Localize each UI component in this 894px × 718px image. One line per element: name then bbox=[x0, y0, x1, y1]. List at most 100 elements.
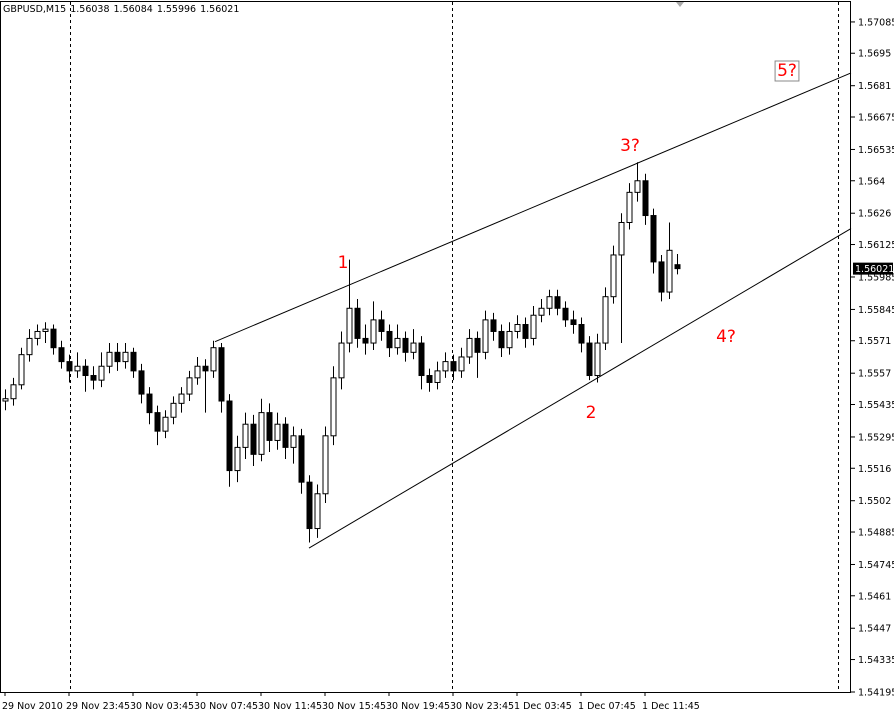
candle-body bbox=[202, 365, 209, 372]
candle-body bbox=[290, 435, 297, 448]
candle-body bbox=[10, 384, 17, 400]
candle-body bbox=[242, 423, 249, 448]
candle-body bbox=[482, 319, 489, 353]
candle-body bbox=[122, 351, 129, 363]
candle-body bbox=[138, 370, 145, 395]
candle-body bbox=[434, 370, 441, 383]
candle-body bbox=[618, 221, 625, 256]
ohlc-value: 1.56021 bbox=[200, 4, 239, 15]
candle-body bbox=[442, 361, 449, 372]
candle-body bbox=[82, 365, 89, 377]
x-tick-label: 29 Nov 2010 bbox=[2, 701, 63, 712]
ohlc-header: GBPUSD,M15 1.56038 1.56084 1.55996 1.56021 bbox=[3, 4, 239, 15]
y-tick-label: 1.5447 bbox=[858, 624, 891, 635]
candle-body bbox=[250, 423, 257, 455]
candle-body bbox=[90, 375, 97, 381]
y-tick-label: 1.5557 bbox=[858, 369, 891, 380]
candle-body bbox=[330, 377, 337, 437]
candle-body bbox=[522, 324, 529, 339]
candle-body bbox=[26, 337, 33, 356]
x-tick-label: 30 Nov 03:45 bbox=[130, 701, 194, 712]
candle-body bbox=[674, 264, 681, 270]
candle-body bbox=[610, 254, 617, 298]
candle-body bbox=[66, 361, 73, 372]
candle-body bbox=[50, 328, 57, 349]
ohlc-value: 1.55996 bbox=[157, 4, 196, 15]
candle-body bbox=[218, 347, 225, 402]
y-tick-label: 1.55985 bbox=[858, 272, 894, 283]
y-tick-label: 1.54335 bbox=[858, 655, 894, 666]
y-tick-label: 1.5681 bbox=[858, 81, 891, 92]
trendline bbox=[308, 228, 852, 549]
candle-body bbox=[354, 307, 361, 339]
y-tick-label: 1.5516 bbox=[858, 464, 891, 475]
x-tick-label: 30 Nov 11:45 bbox=[258, 701, 322, 712]
y-tick-label: 1.56125 bbox=[858, 240, 894, 251]
x-tick-label: 30 Nov 15:45 bbox=[322, 701, 386, 712]
plot-frame bbox=[0, 1, 851, 693]
x-tick-label: 30 Nov 07:45 bbox=[194, 701, 258, 712]
candle-body bbox=[226, 400, 233, 472]
y-tick-label: 1.56675 bbox=[858, 113, 894, 124]
candle-body bbox=[474, 337, 481, 353]
candle-body bbox=[634, 180, 641, 193]
candle-body bbox=[426, 375, 433, 383]
wave-label-box bbox=[774, 60, 800, 82]
y-tick-label: 1.54195 bbox=[858, 688, 894, 699]
candle-body bbox=[210, 347, 217, 372]
candle-body bbox=[402, 337, 409, 353]
wave-label: 4? bbox=[716, 327, 736, 347]
y-tick-label: 1.54745 bbox=[858, 560, 894, 571]
wave-label: 2 bbox=[586, 403, 597, 423]
candle-body bbox=[2, 398, 9, 402]
separators bbox=[70, 2, 839, 692]
y-tick-label: 1.5502 bbox=[858, 496, 891, 507]
candle-body bbox=[170, 402, 177, 418]
candle-body bbox=[586, 342, 593, 377]
x-tick-label: 30 Nov 19:45 bbox=[386, 701, 450, 712]
candle-body bbox=[554, 296, 561, 309]
candle-body bbox=[546, 296, 553, 309]
y-tick-label: 1.56535 bbox=[858, 145, 894, 156]
candle-body bbox=[362, 337, 369, 344]
candle-body bbox=[450, 361, 457, 372]
candle-body bbox=[266, 412, 273, 441]
candle-body bbox=[666, 249, 673, 293]
wave-label: 5? bbox=[777, 61, 797, 81]
candle-body bbox=[154, 412, 161, 432]
trendline bbox=[214, 72, 852, 343]
candle-body bbox=[530, 314, 537, 339]
y-tick-label: 1.55435 bbox=[858, 400, 894, 411]
candle-body bbox=[186, 377, 193, 395]
candle-body bbox=[298, 435, 305, 483]
candle-body bbox=[346, 307, 353, 344]
candle-body bbox=[162, 416, 169, 432]
candle-body bbox=[650, 215, 657, 263]
candle-body bbox=[314, 493, 321, 530]
candle-body bbox=[146, 393, 153, 414]
x-tick-label: 1 Dec 07:45 bbox=[578, 701, 636, 712]
price-box bbox=[853, 262, 893, 275]
candle-body bbox=[570, 319, 577, 326]
y-tick-label: 1.564 bbox=[858, 176, 885, 187]
candle-body bbox=[466, 337, 473, 358]
candle-body bbox=[506, 330, 513, 349]
candle-body bbox=[338, 342, 345, 379]
candle-body bbox=[594, 342, 601, 377]
ohlc-value: 1.56084 bbox=[114, 4, 153, 15]
candle-body bbox=[130, 351, 137, 372]
candle-body bbox=[98, 365, 105, 381]
candle-body bbox=[394, 337, 401, 349]
y-tick-label: 1.55845 bbox=[858, 305, 894, 316]
y-tick-label: 1.5626 bbox=[858, 209, 891, 220]
candle-body bbox=[538, 307, 545, 316]
candle-body bbox=[74, 365, 81, 372]
x-tick-label: 30 Nov 23:45 bbox=[450, 701, 514, 712]
x-tick-label: 29 Nov 23:45 bbox=[66, 701, 130, 712]
candle-body bbox=[18, 354, 25, 386]
candle-body bbox=[258, 412, 265, 455]
candle-body bbox=[490, 319, 497, 332]
candle-body bbox=[106, 351, 113, 367]
